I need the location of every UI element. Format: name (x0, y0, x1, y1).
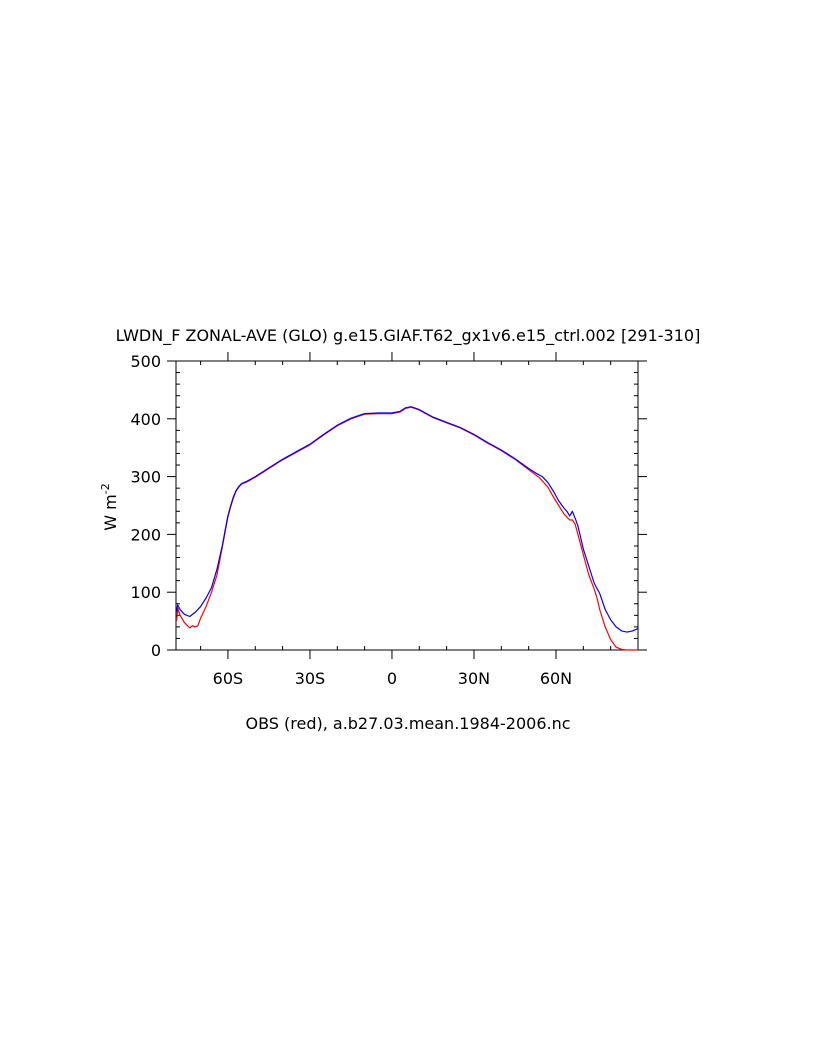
y-tick-label: 400 (130, 410, 161, 429)
x-tick-label: 0 (387, 669, 397, 688)
model-series-line (175, 406, 639, 633)
x-tick-label: 60N (540, 669, 572, 688)
y-axis-label-main: W m (101, 494, 120, 531)
x-tick-labels: 60S 30S 0 30N 60N (213, 669, 572, 688)
x-tick-label: 30N (458, 669, 490, 688)
y-tick-label: 300 (130, 468, 161, 487)
plot-frame (175, 360, 639, 651)
y-tick-label: 500 (130, 352, 161, 371)
major-ticks (167, 352, 647, 659)
y-tick-label: 100 (130, 583, 161, 602)
series-lines (175, 406, 639, 651)
x-axis-label: OBS (red), a.b27.03.mean.1984-2006.nc (245, 714, 570, 733)
minor-ticks (176, 361, 638, 650)
x-tick-label: 60S (213, 669, 244, 688)
y-tick-labels: 0 100 200 300 400 500 (130, 352, 161, 660)
obs-series-line (175, 406, 638, 651)
y-axis-label: W m-2 (99, 483, 120, 530)
y-tick-label: 0 (151, 641, 161, 660)
y-axis-label-superscript: -2 (99, 483, 112, 494)
chart-title: LWDN_F ZONAL-AVE (GLO) g.e15.GIAF.T62_gx… (116, 326, 701, 346)
y-tick-label: 200 (130, 525, 161, 544)
x-tick-label: 30S (295, 669, 326, 688)
